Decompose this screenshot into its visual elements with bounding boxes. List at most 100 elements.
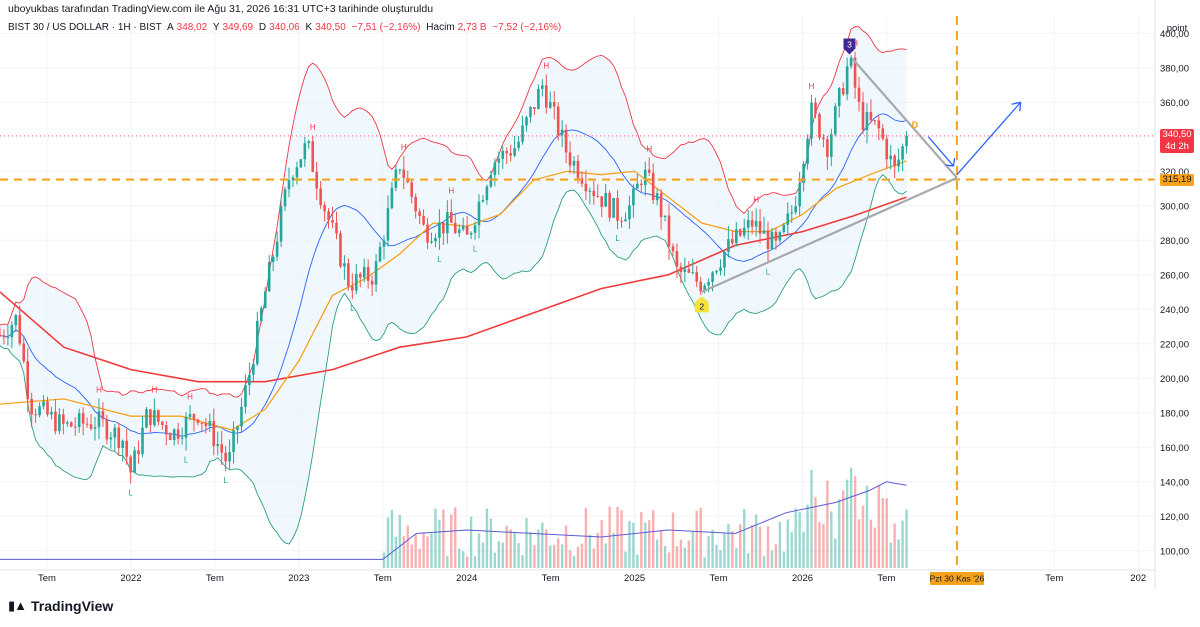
volume-bar [473,556,477,568]
candle [505,147,509,165]
candle-body [778,232,782,241]
legend-volume-label: Hacim [426,22,455,33]
candle [109,432,113,449]
candle-body [667,215,671,247]
volume-bar [735,547,738,568]
volume-bar [600,520,603,568]
volume-bar [382,552,386,568]
volume-bar [533,545,536,568]
candle-body [228,452,231,462]
volume-bar [521,555,524,568]
candle-body [303,143,307,160]
pivot-low-label: L [350,304,355,313]
candle [410,180,414,204]
candle [830,128,833,166]
volume-bar [897,539,900,568]
volume-bar [568,550,572,568]
x-tick-label: 2026 [792,573,813,584]
volume-bar [746,553,750,568]
candle-body [22,343,26,362]
candle [620,217,623,228]
forecast-arrow-down-head [945,157,956,167]
volume-bar [632,522,635,568]
candle [632,184,635,218]
candle-body [651,172,655,201]
candle-body [497,158,501,163]
x-tick-label: Tem [206,573,224,584]
volume-bar [592,548,596,568]
volume-bar [869,519,873,568]
pivot-high-label: H [310,123,316,132]
volume-bar [576,546,580,568]
axis-mode-label[interactable]: point [1166,23,1188,34]
symbol-name[interactable]: BIST 30 / US DOLLAR · 1H · BIST [8,22,162,33]
candle [837,86,841,118]
candle [556,102,560,141]
tradingview-logo[interactable]: ▮▲ TradingView [8,598,113,614]
volume-bar [442,509,445,568]
candle [588,187,592,205]
x-tick-label: Tem [1045,573,1063,584]
candle-body [533,107,536,109]
candle-body [331,220,334,223]
volume-bar [877,484,881,568]
candle [50,406,53,420]
pivot-high-label: H [543,61,549,70]
candle-body [93,427,97,429]
candle [457,224,461,238]
candle [311,135,315,173]
date-highlight-tag: Pzt 30 Kas '26 [930,572,984,585]
candle-body [517,141,520,148]
candle-body [343,263,346,267]
candle [73,417,77,436]
candle-body [34,414,37,416]
pivot-high-label: H [753,196,759,205]
candle [453,214,457,234]
y-tick-label: 300,00 [1160,201,1189,212]
volume-bar [529,532,532,568]
candle [378,241,382,263]
candle-body [18,315,22,344]
volume-bar [434,508,437,568]
candle [608,190,611,222]
candle [30,392,33,428]
volume-bar [465,556,469,568]
volume-bar [390,509,394,568]
pivot-low-label: L [128,489,133,498]
volume-bar [857,519,861,568]
candle-body [161,421,164,426]
candle-body [877,120,881,129]
candle [477,194,481,239]
candle-body [390,187,394,209]
candle [671,243,675,256]
candle [0,327,2,337]
candle [105,414,109,445]
candle [695,266,699,287]
volume-bar [703,557,706,568]
volume-bar [842,490,845,568]
volume-bar [802,531,805,568]
price-axis-bg [1155,0,1200,627]
candle [818,112,821,141]
candle-body [137,450,140,455]
candle [192,413,196,432]
candle-body [14,315,18,326]
y-tick-label: 260,00 [1160,270,1189,281]
candle [560,120,564,148]
candle [517,136,520,152]
candle-body [287,180,291,190]
volume-bar [671,512,675,568]
candle [184,412,188,451]
candle-body [370,280,374,285]
candle [552,91,556,120]
candle [6,325,10,346]
candle-body [0,335,2,337]
candle-body [802,163,805,183]
candle [758,208,762,244]
candle-body [58,414,61,432]
candle-body [703,285,706,292]
y-tick-label: 180,00 [1160,408,1189,419]
candle [525,115,528,132]
candle-body [259,308,263,321]
